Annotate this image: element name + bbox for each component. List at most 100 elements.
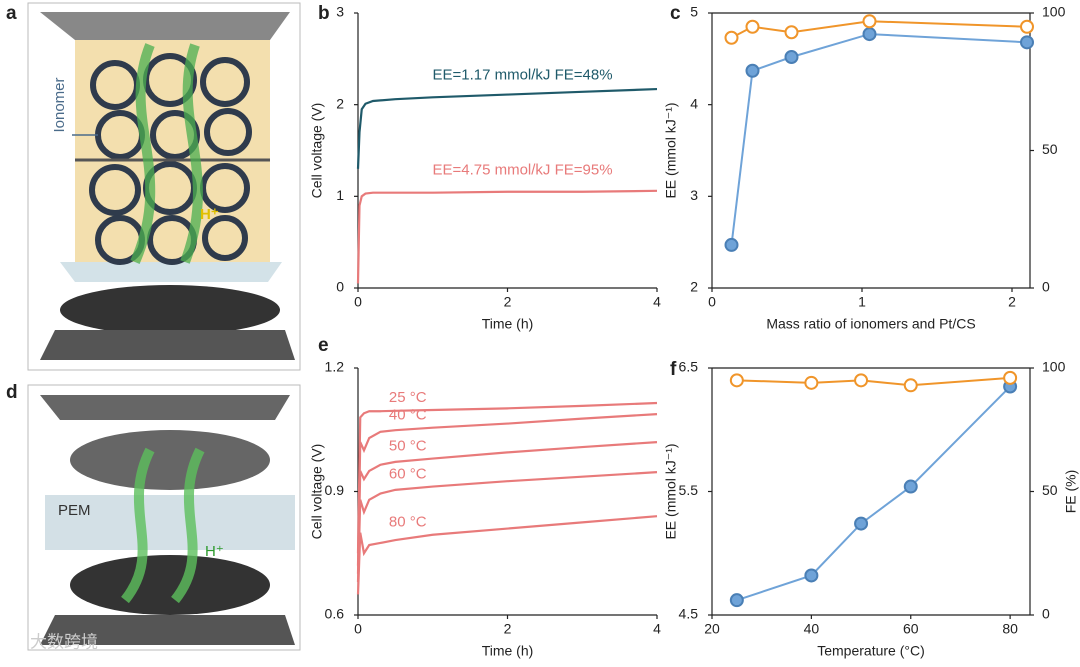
x-tick-label: 40 <box>804 621 820 637</box>
y-tick-label: 3 <box>690 187 698 203</box>
x-tick-label: 0 <box>354 621 362 637</box>
electrode <box>70 555 270 615</box>
label: H⁺ <box>200 206 219 223</box>
data-point <box>854 373 869 388</box>
data-point <box>724 237 739 252</box>
illustration-d: PEM H⁺ <box>27 384 301 651</box>
panel-label: b <box>318 3 330 24</box>
x-tick-label: 80 <box>1002 621 1018 637</box>
y-axis-label: Cell voltage (V) <box>309 103 325 199</box>
data-point <box>1020 19 1034 34</box>
data-point <box>854 516 869 531</box>
y-tick-label: 1.2 <box>325 359 345 375</box>
series-label: 50 °C <box>389 438 427 455</box>
data-line <box>356 401 658 554</box>
gdl <box>60 285 280 335</box>
x-axis-label: Time (h) <box>482 643 534 659</box>
electrode <box>70 430 270 490</box>
data-point <box>729 373 744 388</box>
x-tick-label: 2 <box>1008 294 1016 310</box>
particles <box>89 53 252 265</box>
data-point <box>745 19 760 34</box>
data-point <box>804 568 819 583</box>
y-tick-label: 0 <box>336 279 344 295</box>
label: PEM <box>58 502 91 519</box>
panel-label: d <box>6 382 18 403</box>
y-tick-label: 5.5 <box>679 482 699 498</box>
data-line <box>736 385 1011 602</box>
y2-tick-label: 50 <box>1042 482 1058 498</box>
y2-tick-label: 100 <box>1042 4 1066 20</box>
data-point <box>784 50 799 64</box>
y-axis-label: EE (mmol kJ⁻¹) <box>663 102 679 198</box>
series-label: 80 °C <box>389 514 427 531</box>
data-point <box>1003 370 1018 385</box>
series-label: 25 °C <box>389 389 427 406</box>
x-axis-label: Mass ratio of ionomers and Pt/CS <box>766 316 975 332</box>
data-point <box>862 14 877 29</box>
data-point <box>745 63 760 78</box>
y-tick-label: 4.5 <box>679 606 699 622</box>
data-point <box>862 27 877 42</box>
arrow <box>180 43 203 264</box>
y2-tick-label: 50 <box>1042 141 1058 157</box>
x-tick-label: 0 <box>354 294 362 310</box>
x-tick-label: 0 <box>708 294 716 310</box>
plate <box>40 615 295 645</box>
data-point <box>724 30 739 45</box>
data-line <box>736 376 1011 387</box>
x-tick-label: 4 <box>653 294 661 310</box>
y-axis-label: EE (mmol kJ⁻¹) <box>663 443 679 539</box>
x-tick-label: 2 <box>504 294 512 310</box>
data-point <box>729 593 744 608</box>
y2-axis-label: FE (%) <box>1063 470 1079 514</box>
y-tick-label: 6.5 <box>679 359 699 375</box>
x-tick-label: 1 <box>858 294 866 310</box>
series-label: 60 °C <box>389 466 427 483</box>
y2-tick-label: 0 <box>1042 606 1050 622</box>
label: H⁺ <box>205 543 224 560</box>
x-axis-label: Temperature (°C) <box>817 643 925 659</box>
plate <box>40 330 295 360</box>
y-tick-label: 5 <box>690 4 698 20</box>
x-tick-label: 2 <box>504 621 512 637</box>
panel-label: a <box>6 3 17 24</box>
plate <box>40 12 290 40</box>
y-tick-label: 0.6 <box>325 606 345 622</box>
data-line <box>356 413 658 566</box>
data-point <box>784 25 799 40</box>
y-axis-label: Cell voltage (V) <box>309 444 325 540</box>
membrane <box>60 262 282 282</box>
x-axis-label: Time (h) <box>482 316 534 332</box>
x-tick-label: 20 <box>704 621 720 637</box>
data-point <box>1020 35 1034 50</box>
arrow <box>171 447 205 604</box>
illustration-a: Ionomer H⁺ <box>27 2 301 371</box>
y-tick-label: 3 <box>336 4 344 20</box>
y-tick-label: 2 <box>690 279 698 295</box>
series-label: EE=1.17 mmol/kJ FE=48% <box>432 66 612 83</box>
y-tick-label: 4 <box>690 95 698 111</box>
data-line <box>356 441 658 574</box>
arrow <box>121 447 155 604</box>
y-tick-label: 2 <box>336 95 344 111</box>
data-line <box>356 515 658 595</box>
data-line <box>730 33 1028 246</box>
data-line <box>356 87 658 169</box>
label: Ionomer <box>51 77 68 132</box>
x-tick-label: 60 <box>903 621 919 637</box>
panel-label: e <box>318 335 329 356</box>
watermark: 大数跨境 <box>30 632 98 651</box>
membrane <box>45 495 295 550</box>
data-line <box>356 189 658 284</box>
y-tick-label: 0.9 <box>325 482 345 498</box>
y-tick-label: 1 <box>336 187 344 203</box>
data-point <box>903 479 918 494</box>
y2-tick-label: 0 <box>1042 279 1050 295</box>
data-line <box>356 471 658 583</box>
panel-label: f <box>670 359 677 380</box>
panel-label: c <box>670 3 681 24</box>
arrow <box>130 43 156 264</box>
series-label: 40 °C <box>389 407 427 424</box>
